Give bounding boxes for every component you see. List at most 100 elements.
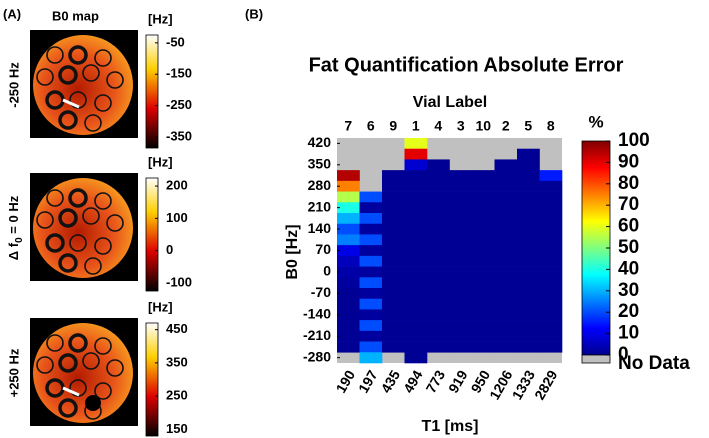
vial <box>46 334 64 352</box>
heatmap-cell <box>539 298 563 310</box>
colorbar-tick-label: 10 <box>618 323 639 344</box>
vial <box>58 208 78 228</box>
heatmap-cell <box>359 341 383 353</box>
colorbar-tick-label: 60 <box>618 216 639 237</box>
heatmap-cell <box>472 180 495 192</box>
heatmap-cell <box>382 277 405 289</box>
heatmap-cell <box>449 309 473 321</box>
heatmap-cell <box>404 170 428 182</box>
vial <box>94 49 112 67</box>
heatmap-cell <box>494 202 518 214</box>
heatmap-cell <box>449 202 473 214</box>
heatmap-cell <box>337 202 360 214</box>
colorbar <box>145 34 159 149</box>
heatmap-cell <box>359 213 383 225</box>
tick-label: 350 <box>166 354 188 369</box>
heatmap-cell <box>359 277 383 289</box>
y-tick-label: -210 <box>303 327 331 343</box>
panel-label: (B) <box>245 6 263 21</box>
heatmap-cell <box>472 213 495 225</box>
heatmap-cell <box>494 277 518 289</box>
heatmap-cell <box>404 180 428 192</box>
heatmap-cell <box>337 234 360 246</box>
heatmap-cell <box>472 277 495 289</box>
heatmap-cell <box>472 191 495 203</box>
heatmap-cell <box>494 330 518 342</box>
vial <box>45 233 65 253</box>
heatmap-cell <box>494 213 518 225</box>
tick-label: -100 <box>166 274 192 289</box>
heatmap-cell <box>427 341 450 353</box>
vial <box>94 337 112 355</box>
heatmap-cell <box>539 234 563 246</box>
heatmap-cell <box>337 213 360 225</box>
y-tick-label: -70 <box>311 284 331 300</box>
heatmap-cell <box>494 341 518 353</box>
heatmap-cell <box>517 170 540 182</box>
heatmap-cell <box>472 288 495 300</box>
heatmap-cell <box>449 245 473 257</box>
heatmap-cell <box>517 159 540 171</box>
heatmap-cell <box>382 266 405 278</box>
heatmap-cell <box>427 191 450 203</box>
vial-label: 4 <box>434 118 442 134</box>
colorbar-tick-label: 70 <box>618 194 639 215</box>
row-label-part: = 0 Hz <box>6 195 21 237</box>
heatmap-cell <box>404 352 428 364</box>
heatmap-cell <box>382 234 405 246</box>
heatmap-cell <box>539 330 563 342</box>
heatmap-cell <box>449 234 473 246</box>
tick-label: 100 <box>166 210 188 225</box>
heatmap-cell <box>404 309 428 321</box>
heatmap-cell <box>337 288 360 300</box>
heatmap-cell <box>517 298 540 310</box>
heatmap-cell <box>359 266 383 278</box>
heatmap-cell <box>539 191 563 203</box>
heatmap-cell <box>404 288 428 300</box>
heatmap-cell <box>427 298 450 310</box>
x-tick-label: 2829 <box>531 367 561 402</box>
heatmap-cell <box>404 223 428 235</box>
heatmap-cell <box>517 213 540 225</box>
heatmap-cell <box>449 255 473 267</box>
row-label: +250 Hz <box>6 348 21 397</box>
x-tick-label: 773 <box>423 367 449 395</box>
colorbar-tick-label: 80 <box>618 173 639 194</box>
heatmap-cell <box>494 170 518 182</box>
y-tick-label: 350 <box>308 155 332 171</box>
heatmap-cell <box>539 277 563 289</box>
vial-label: 2 <box>502 118 510 134</box>
heatmap-cell <box>539 180 563 192</box>
heatmap-cell <box>494 255 518 267</box>
row-label-part: Δ f <box>6 242 21 260</box>
row-label-part: 0 <box>14 237 25 243</box>
colorbar-tick-label: 100 <box>618 130 650 151</box>
heatmap-cell <box>359 309 383 321</box>
heatmap-cell <box>449 180 473 192</box>
vial-label: 7 <box>344 118 352 134</box>
vial <box>68 45 88 65</box>
heatmap-cell <box>449 266 473 278</box>
heatmap-cell <box>337 277 360 289</box>
heatmap-cell <box>472 341 495 353</box>
heatmap-cell <box>359 288 383 300</box>
tick-label: -50 <box>166 34 185 49</box>
heatmap-cell <box>382 191 405 203</box>
heatmap-cell <box>337 180 360 192</box>
heatmap-cell <box>382 255 405 267</box>
vial <box>68 188 88 208</box>
x-tick-label: 435 <box>378 367 404 395</box>
heatmap-cell <box>427 202 450 214</box>
heatmap-cell <box>517 277 540 289</box>
heatmap-cell <box>449 320 473 332</box>
heatmap-cell <box>404 320 428 332</box>
heatmap-cell <box>517 330 540 342</box>
top-axis-label: Vial Label <box>413 94 487 111</box>
chart-title: Fat Quantification Absolute Error <box>309 54 624 76</box>
heatmap-cell <box>539 309 563 321</box>
heatmap-cell <box>494 298 518 310</box>
heatmap-cell <box>449 223 473 235</box>
heatmap-cell <box>404 234 428 246</box>
heatmap-cell <box>449 330 473 342</box>
heatmap-cell <box>494 288 518 300</box>
